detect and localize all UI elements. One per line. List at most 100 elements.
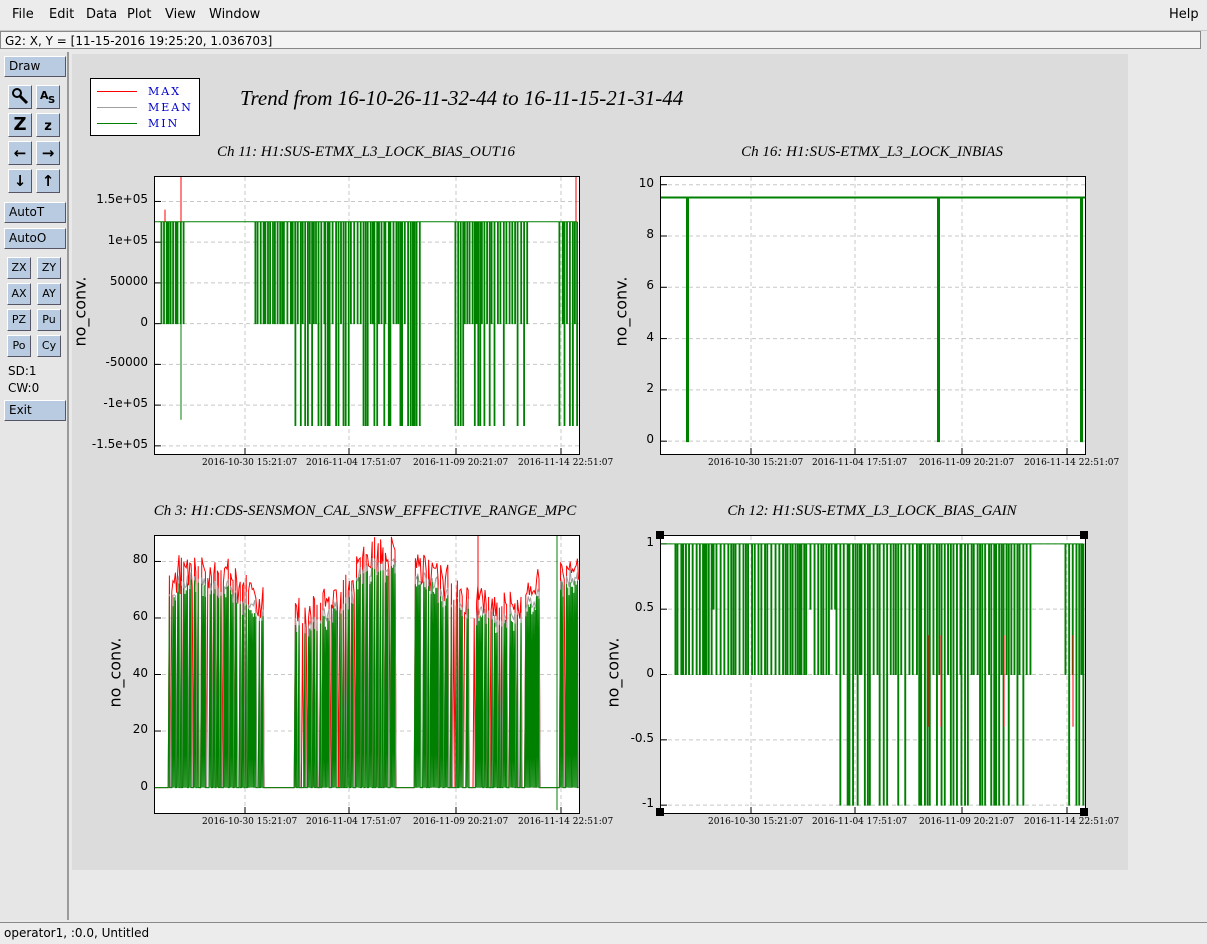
plot2-area[interactable] [660, 176, 1086, 455]
selection-handle-br[interactable] [1080, 808, 1088, 816]
pan-down-button[interactable]: ↓ [8, 169, 32, 193]
plot4-ytick-label: -0.5 [630, 730, 654, 745]
plot1-xtick-label: 2016-11-04 17:51:07 [306, 458, 402, 468]
footer-status: operator1, :0.0, Untitled [0, 922, 1207, 944]
menu-bar: File Edit Data Plot View Window Help [0, 0, 1207, 31]
plot4-title: Ch 12: H1:SUS-ETMX_L3_LOCK_BIAS_GAIN [727, 503, 1017, 519]
menu-edit[interactable]: Edit [49, 7, 75, 22]
exit-button[interactable]: Exit [4, 400, 66, 421]
plot4-xtick-label: 2016-11-04 17:51:07 [812, 817, 908, 827]
plot1-ytick-label: 1e+05 [107, 233, 148, 248]
draw-button[interactable]: Draw [4, 56, 66, 77]
plot2-ytick-label: 6 [646, 278, 654, 293]
plot2-svg [661, 177, 1085, 454]
menu-file[interactable]: File [12, 7, 34, 22]
plot4-ytick-label: -1 [642, 796, 654, 811]
plot4-ytick-label: 0 [646, 665, 654, 680]
menu-window[interactable]: Window [209, 7, 261, 22]
plot2-xtick-label: 2016-11-04 17:51:07 [812, 458, 908, 468]
auto-t-button[interactable]: AutoT [4, 202, 66, 223]
plot1-xtick-label: 2016-10-30 15:21:07 [202, 458, 298, 468]
plot2-series-min [661, 196, 1085, 443]
pu-button[interactable]: Pu [37, 309, 61, 331]
plot4-series-min [661, 543, 1085, 806]
zoom-out-button[interactable]: Z [8, 113, 32, 137]
menu-help[interactable]: Help [1169, 7, 1199, 22]
po-button[interactable]: Po [7, 335, 31, 357]
plot2-ytick-label: 2 [646, 380, 654, 395]
menu-plot[interactable]: Plot [127, 7, 152, 22]
menu-data[interactable]: Data [86, 7, 118, 22]
plot4-svg [661, 536, 1085, 813]
plot1-xtick-label: 2016-11-14 22:51:07 [518, 458, 614, 468]
plot3-series-min [155, 564, 579, 789]
arrow-right-icon: → [41, 144, 55, 162]
menu-view[interactable]: View [165, 7, 196, 22]
pan-left-button[interactable]: ← [8, 141, 32, 165]
plot3-xtick-label: 2016-11-09 20:21:07 [413, 817, 509, 827]
plot1-ytick-label: 1.5e+05 [96, 192, 148, 207]
plot3-xtick-label: 2016-11-14 22:51:07 [518, 817, 614, 827]
plot1-ytick-label: 0 [140, 314, 148, 329]
plot4-area[interactable] [660, 535, 1086, 814]
selection-handle-tl[interactable] [656, 531, 664, 539]
plot3-ytick-label: 20 [132, 722, 148, 737]
arrow-down-icon: ↓ [13, 172, 27, 190]
plot1-area[interactable] [154, 176, 580, 455]
svg-text:A: A [40, 89, 49, 102]
svg-text:S: S [48, 95, 55, 106]
magnify-tool-button[interactable] [8, 85, 32, 109]
plot4-xtick-label: 2016-10-30 15:21:07 [708, 817, 804, 827]
zoom-small-icon: z [44, 119, 52, 134]
plot2-ytick-label: 8 [646, 226, 654, 241]
ax-button[interactable]: AX [7, 283, 31, 305]
plot2-xtick-label: 2016-11-14 22:51:07 [1024, 458, 1120, 468]
ay-button[interactable]: AY [37, 283, 61, 305]
plot3-ytick-label: 0 [140, 778, 148, 793]
plot4-ytick-label: 0.5 [634, 600, 654, 615]
zoom-large-icon: Z [13, 114, 27, 135]
trend-title: Trend from 16-10-26-11-32-44 to 16-11-15… [240, 86, 684, 110]
plot2-xtick-label: 2016-10-30 15:21:07 [708, 458, 804, 468]
zoom-in-button[interactable]: z [36, 113, 60, 137]
plot1-ytick-label: -1.5e+05 [91, 436, 148, 451]
plot1-title: Ch 11: H1:SUS-ETMX_L3_LOCK_BIAS_OUT16 [216, 144, 516, 160]
arrow-left-icon: ← [13, 144, 27, 162]
plot1-ylabel: no_conv. [70, 276, 90, 347]
pan-up-button[interactable]: ↑ [36, 169, 60, 193]
plot2-ytick-label: 0 [646, 432, 654, 447]
selection-handle-tr[interactable] [1080, 531, 1088, 539]
plot3-svg [155, 536, 579, 813]
sd-indicator: SD:1 [8, 364, 37, 378]
plot3-ytick-label: 60 [132, 608, 148, 623]
cw-indicator: CW:0 [8, 381, 40, 395]
plot1-ytick-label: 50000 [109, 273, 148, 288]
magnifier-icon [12, 88, 29, 105]
plot3-xtick-label: 2016-11-04 17:51:07 [306, 817, 402, 827]
plot3-title: Ch 3: H1:CDS-SENSMON_CAL_SNSW_EFFECTIVE_… [153, 503, 577, 519]
plot3-ytick-label: 40 [132, 665, 148, 680]
plot2-ytick-label: 10 [638, 175, 654, 190]
zx-button[interactable]: ZX [7, 257, 31, 279]
selection-handle-bl[interactable] [656, 808, 664, 816]
plot1-ytick-label: -1e+05 [103, 396, 148, 411]
cursor-readout: G2: X, Y = [11-15-2016 19:25:20, 1.03670… [0, 31, 1201, 49]
zy-button[interactable]: ZY [37, 257, 61, 279]
pz-button[interactable]: PZ [7, 309, 31, 331]
plot3-ytick-label: 80 [132, 552, 148, 567]
plot4-xtick-label: 2016-11-14 22:51:07 [1024, 817, 1120, 827]
pan-right-button[interactable]: → [36, 141, 60, 165]
plot2-ytick-label: 4 [646, 329, 654, 344]
plot3-area[interactable] [154, 535, 580, 814]
auto-o-button[interactable]: AutoO [4, 228, 66, 249]
plot2-title: Ch 16: H1:SUS-ETMX_L3_LOCK_INBIAS [741, 144, 1003, 160]
cy-button[interactable]: Cy [37, 335, 61, 357]
plot4-ytick-label: 1 [646, 534, 654, 549]
plot1-ytick-label: -50000 [105, 355, 148, 370]
arrow-up-icon: ↑ [41, 172, 55, 190]
plot1-series-min [155, 221, 578, 426]
plot3-xtick-label: 2016-10-30 15:21:07 [202, 817, 298, 827]
